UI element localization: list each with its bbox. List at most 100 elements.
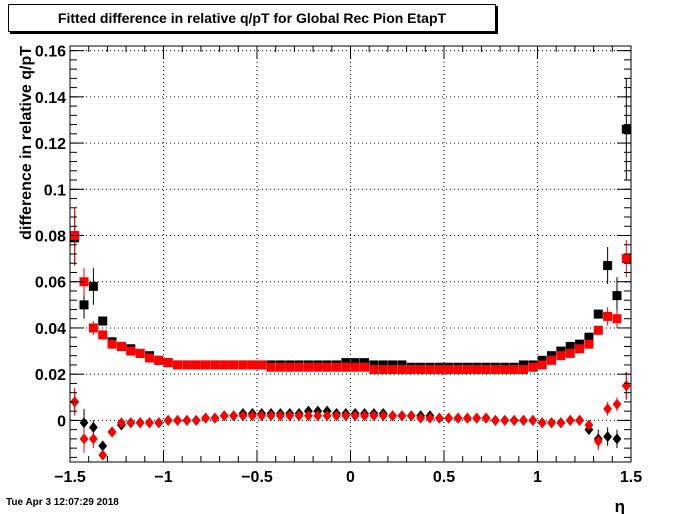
square-marker xyxy=(229,360,239,370)
square-marker xyxy=(163,358,173,368)
square-marker xyxy=(388,365,398,375)
diamond-marker xyxy=(201,412,210,424)
diamond-marker xyxy=(88,421,98,433)
diamond-marker xyxy=(547,417,556,429)
diamond-marker xyxy=(350,410,360,422)
diamond-marker xyxy=(107,426,117,438)
square-marker xyxy=(509,365,519,375)
square-marker xyxy=(388,360,398,370)
y-tick-label: 0.02 xyxy=(35,367,66,384)
diamond-marker xyxy=(556,417,566,429)
square-marker xyxy=(575,344,585,354)
square-marker xyxy=(135,348,145,358)
square-marker xyxy=(285,362,295,372)
square-marker xyxy=(556,346,566,356)
diamond-marker xyxy=(397,410,407,422)
x-tick-label: 1.5 xyxy=(620,469,642,486)
diamond-marker xyxy=(126,417,136,429)
square-marker xyxy=(116,341,126,351)
diamond-marker xyxy=(332,410,341,422)
x-tick-labels: −1.5 −1 −0.5 0 0.5 1 1.5 xyxy=(54,469,642,486)
square-marker xyxy=(481,365,491,375)
diamond-marker xyxy=(294,410,304,422)
diamond-marker xyxy=(219,410,229,422)
square-marker xyxy=(584,339,594,349)
square-marker xyxy=(593,325,603,335)
timestamp: Tue Apr 3 12:07:29 2018 xyxy=(6,497,119,508)
square-marker xyxy=(266,362,276,372)
square-marker xyxy=(257,360,267,370)
diamond-marker xyxy=(304,410,313,422)
square-marker xyxy=(565,341,575,351)
diamond-marker xyxy=(341,410,351,422)
square-marker xyxy=(294,362,304,372)
square-marker xyxy=(341,358,351,368)
diamond-marker xyxy=(210,412,220,424)
diamond-marker xyxy=(369,410,379,422)
diamond-marker xyxy=(191,414,201,426)
diamond-marker xyxy=(285,410,295,422)
square-marker xyxy=(528,362,538,372)
square-marker xyxy=(219,360,229,370)
x-tick-label: 0.5 xyxy=(433,469,455,486)
diamond-marker xyxy=(491,414,500,426)
square-marker xyxy=(575,339,585,349)
diamond-marker xyxy=(173,414,182,426)
diamond-marker xyxy=(360,410,369,422)
square-marker xyxy=(107,339,117,349)
diamond-marker xyxy=(322,410,332,422)
square-marker xyxy=(378,365,388,375)
y-tick-labels: 0 0.02 0.04 0.06 0.08 0.1 0.12 0.14 0.16 xyxy=(35,44,66,431)
diamond-marker xyxy=(378,410,388,422)
diamond-marker xyxy=(612,433,622,445)
square-marker xyxy=(369,360,379,370)
square-marker xyxy=(201,360,211,370)
diamond-marker xyxy=(584,419,594,431)
square-marker xyxy=(378,360,388,370)
square-marker xyxy=(79,300,89,310)
square-marker xyxy=(191,360,201,370)
diamond-marker xyxy=(406,410,416,422)
diamond-marker xyxy=(565,414,575,426)
square-marker xyxy=(518,365,528,375)
square-marker xyxy=(612,314,622,324)
diamond-marker xyxy=(434,412,444,424)
diamond-marker xyxy=(528,414,538,426)
diamond-marker xyxy=(238,410,248,422)
diamond-marker xyxy=(612,398,622,410)
square-marker xyxy=(453,365,463,375)
y-tick-label: 0.06 xyxy=(35,275,66,292)
square-marker xyxy=(154,355,164,365)
square-marker xyxy=(331,362,341,372)
square-marker xyxy=(472,365,482,375)
diamond-marker xyxy=(481,412,491,424)
x-tick-label: −0.5 xyxy=(241,469,273,486)
square-marker xyxy=(126,346,136,356)
y-tick-label: 0.14 xyxy=(35,90,66,107)
diamond-marker xyxy=(472,412,482,424)
x-tick-label: −1 xyxy=(154,469,172,486)
diamond-marker xyxy=(575,414,584,426)
diamond-marker xyxy=(509,414,519,426)
x-tick-label: 1 xyxy=(533,469,542,486)
square-marker xyxy=(537,360,547,370)
square-marker xyxy=(565,348,575,358)
diamond-marker xyxy=(229,410,239,422)
x-tick-label: −1.5 xyxy=(54,469,86,486)
diamond-marker xyxy=(453,412,463,424)
square-marker xyxy=(425,365,435,375)
diamond-marker xyxy=(257,410,267,422)
diamond-marker xyxy=(388,410,397,422)
square-marker xyxy=(397,360,407,370)
square-marker xyxy=(88,323,98,333)
square-marker xyxy=(350,362,360,372)
square-marker xyxy=(98,330,108,340)
diamond-marker xyxy=(603,403,613,415)
square-marker xyxy=(350,358,360,368)
diamond-marker xyxy=(266,410,276,422)
square-marker xyxy=(500,365,510,375)
diamond-marker xyxy=(603,431,613,443)
square-marker xyxy=(360,358,370,368)
square-marker xyxy=(322,362,332,372)
square-marker xyxy=(603,261,613,271)
